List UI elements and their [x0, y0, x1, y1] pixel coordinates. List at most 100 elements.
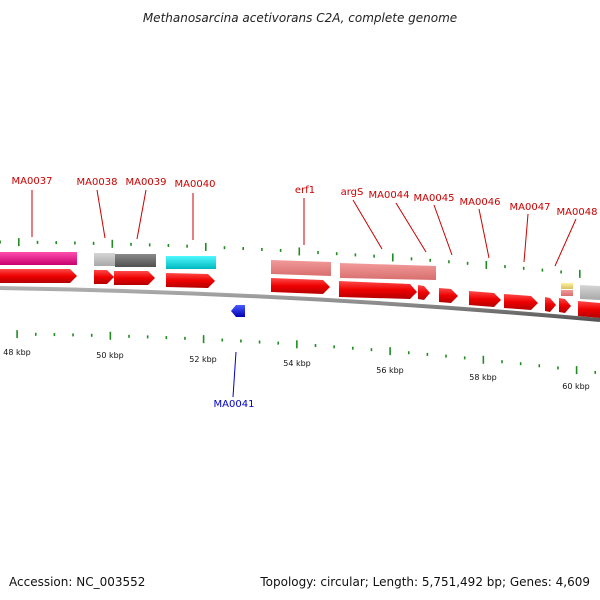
outer-tick-mark: [111, 239, 114, 248]
inner-tick-mark: [407, 351, 410, 355]
inner-tick-mark: [277, 341, 279, 345]
gene-ma0047b[interactable]: [545, 297, 556, 312]
feature-ma0040-outer: [166, 256, 216, 269]
feature-ma0048-outer-yellow: [561, 283, 573, 289]
tick-label-52: 52 kbp: [189, 355, 217, 364]
inner-tick-mark: [202, 335, 205, 344]
feature-args-outer: [340, 263, 436, 280]
outer-tick-mark: [466, 261, 469, 265]
outer-tick-mark: [373, 254, 375, 258]
tick-marks: [0, 238, 597, 375]
outer-tick-mark: [429, 258, 431, 262]
inner-tick-mark: [575, 366, 578, 375]
outer-tick-mark: [335, 252, 338, 256]
gene-ma0045[interactable]: [439, 288, 458, 303]
outer-tick-mark: [485, 260, 488, 269]
outer-tick-mark: [579, 269, 581, 278]
gene-ma0037[interactable]: [0, 269, 77, 283]
outer-tick-mark: [279, 248, 282, 252]
accession-text: Accession: NC_003552: [9, 575, 145, 589]
inner-tick-mark: [34, 332, 37, 336]
outer-tick-mark: [410, 257, 413, 261]
inner-tick-mark: [296, 340, 298, 349]
label-ma0044[interactable]: MA0044: [369, 190, 410, 201]
leader-args: [352, 199, 383, 250]
tick-label-60: 60 kbp: [562, 382, 590, 391]
leader-ma0046: [478, 208, 490, 259]
label-ma0048[interactable]: MA0048: [557, 207, 598, 218]
inner-tick-mark: [53, 333, 56, 337]
gene-ma0040[interactable]: [166, 273, 215, 288]
label-ma0046[interactable]: MA0046: [460, 197, 501, 208]
inner-tick-mark: [557, 366, 559, 370]
outer-tick-mark: [167, 243, 170, 247]
gene-ma0047[interactable]: [504, 294, 538, 310]
tick-label-56: 56 kbp: [376, 366, 404, 375]
outer-tick-mark: [74, 241, 76, 245]
inner-tick-mark: [352, 346, 354, 350]
inner-tick-mark: [426, 352, 429, 356]
outer-tick-mark: [504, 265, 506, 269]
gene-ma0046[interactable]: [469, 291, 501, 307]
label-args[interactable]: argS: [341, 187, 364, 198]
inner-tick-mark: [370, 348, 373, 352]
label-ma0045[interactable]: MA0045: [414, 193, 455, 204]
label-ma0038[interactable]: MA0038: [77, 177, 118, 188]
outer-tick-mark: [392, 253, 394, 262]
outer-feature-track: [0, 252, 600, 300]
gene-ma0048[interactable]: [559, 298, 571, 313]
label-ma0041[interactable]: MA0041: [214, 399, 255, 410]
outer-tick-mark: [130, 242, 132, 246]
inner-tick-mark: [501, 360, 503, 364]
inner-tick-mark: [594, 370, 597, 374]
label-ma0047[interactable]: MA0047: [510, 202, 551, 213]
inner-tick-mark: [165, 336, 168, 340]
leader-ma0038: [96, 189, 106, 239]
inner-tick-mark: [184, 336, 186, 340]
feature-next-outer: [580, 285, 600, 300]
outer-tick-mark: [448, 260, 450, 264]
gene-erf1[interactable]: [271, 278, 330, 294]
leader-ma0044: [395, 202, 427, 253]
label-ma0039[interactable]: MA0039: [126, 177, 167, 188]
inner-tick-mark: [16, 330, 18, 339]
outer-tick-mark: [223, 246, 226, 250]
tick-label-58: 58 kbp: [469, 373, 497, 382]
tick-label-54: 54 kbp: [283, 359, 311, 368]
label-erf1[interactable]: erf1: [295, 185, 315, 196]
inner-tick-mark: [258, 340, 261, 344]
feature-ma0037-outer: [0, 252, 77, 265]
inner-tick-mark: [221, 338, 224, 342]
outer-tick-mark: [298, 247, 301, 256]
gene-ma0039[interactable]: [114, 271, 155, 285]
gene-ma0044[interactable]: [418, 285, 430, 300]
forward-gene-labels: MA0037 MA0038 MA0039 MA0040 erf1 argS MA…: [12, 176, 598, 218]
outer-tick-mark: [560, 270, 562, 274]
outer-tick-mark: [242, 247, 244, 251]
leader-ma0048: [554, 218, 577, 267]
forward-gene-track: [0, 269, 600, 318]
label-ma0040[interactable]: MA0040: [175, 179, 216, 190]
feature-ma0038-outer: [94, 253, 115, 266]
genome-summary-text: Topology: circular; Length: 5,751,492 bp…: [259, 575, 590, 589]
inner-tick-mark: [72, 333, 74, 337]
outer-tick-mark: [317, 251, 319, 255]
inner-tick-mark: [109, 331, 112, 340]
map-title: Methanosarcina acetivorans C2A, complete…: [143, 11, 457, 25]
gene-ma0041[interactable]: [231, 305, 245, 317]
inner-tick-mark: [519, 362, 522, 366]
inner-tick-mark: [146, 335, 149, 339]
gene-next[interactable]: [578, 301, 600, 318]
outer-tick-mark: [36, 240, 39, 244]
outer-tick-mark: [55, 241, 57, 245]
label-leader-lines: [31, 189, 577, 267]
tick-label-50: 50 kbp: [96, 351, 124, 360]
label-ma0037[interactable]: MA0037: [12, 176, 53, 187]
leader-ma0039: [136, 189, 147, 240]
gene-args[interactable]: [339, 281, 417, 299]
gene-ma0038[interactable]: [94, 270, 114, 284]
inner-tick-mark: [90, 333, 93, 337]
leader-ma0047: [523, 213, 529, 263]
inner-tick-mark: [314, 344, 317, 348]
inner-tick-mark: [538, 364, 541, 368]
